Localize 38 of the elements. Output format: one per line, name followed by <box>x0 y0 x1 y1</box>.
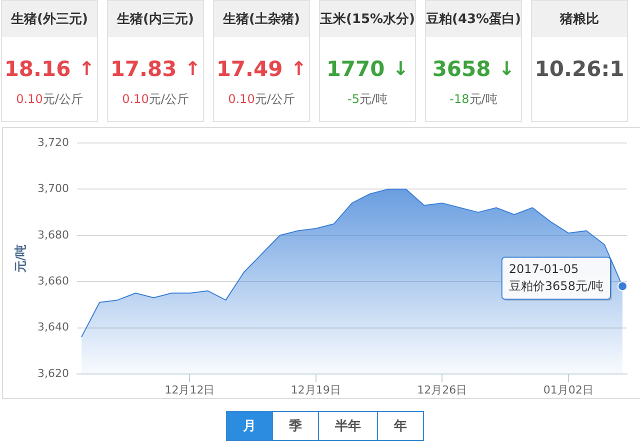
x-tick-label: 12月12日 <box>164 383 215 396</box>
text: 3658 <box>432 57 491 81</box>
text: ↓ <box>392 58 409 80</box>
text: 半年 <box>318 411 378 441</box>
x-tick-label: 01月02日 <box>543 383 594 396</box>
text: 豆粕(43%蛋白) <box>426 1 521 37</box>
text: ↑ <box>78 58 95 80</box>
text: 17.83 <box>110 57 177 81</box>
text: 0.10元/公斤 <box>15 91 84 108</box>
text: ↑ <box>290 58 307 80</box>
y-tick-label: 3,680 <box>38 228 69 242</box>
text: 10.26:1 <box>534 57 624 81</box>
text: ↑ <box>184 58 201 80</box>
y-tick-label: 3,700 <box>38 182 69 196</box>
text: 0.10元/公斤 <box>227 91 296 108</box>
y-tick-label: 3,620 <box>38 366 69 380</box>
text: 0.10元/公斤 <box>121 91 190 108</box>
y-axis-title: 元/吨 <box>13 244 28 274</box>
x-tick-label: 12月19日 <box>290 383 341 396</box>
annotation: 2017-01-05 豆粕价3658元/吨 <box>508 262 604 293</box>
text: 猪粮比 <box>532 1 627 37</box>
y-tick-label: 3,640 <box>38 320 69 334</box>
y-tick-label: 3,660 <box>38 274 69 288</box>
text: 1770 <box>326 57 385 81</box>
text: 生猪(外三元) <box>2 1 97 37</box>
text: -5元/吨 <box>346 91 388 108</box>
text: ↓ <box>498 58 515 80</box>
text: -18元/吨 <box>448 91 498 108</box>
text: 17.49 <box>216 57 283 81</box>
text: 季 <box>272 411 319 441</box>
text: 年 <box>377 411 424 441</box>
text: 月 <box>226 411 273 441</box>
text: 生猪(内三元) <box>108 1 203 37</box>
text: 玉米(15%水分) <box>320 1 415 37</box>
text: 18.16 <box>4 57 71 81</box>
x-tick-label: 12月26日 <box>417 383 468 396</box>
y-tick-label: 3,720 <box>38 136 69 149</box>
text: 生猪(土杂猪) <box>214 1 309 37</box>
